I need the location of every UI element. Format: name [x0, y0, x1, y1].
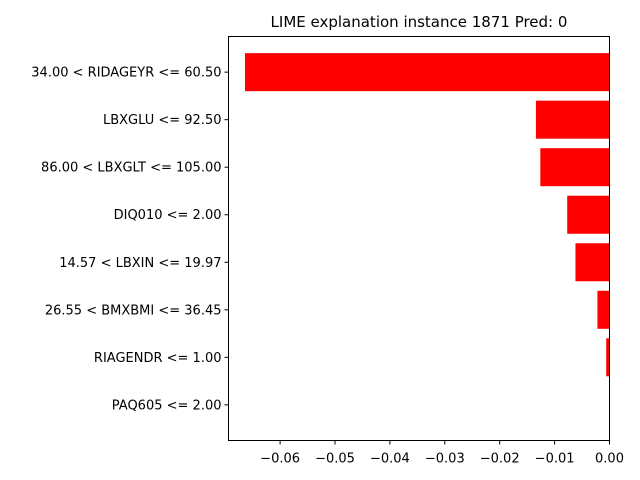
bars-group [244, 53, 610, 377]
bar-4 [567, 195, 610, 234]
x-axis-ticks: −0.06 −0.05 −0.04 −0.03 −0.02 −0.01 0.00 [260, 440, 624, 467]
bar-7 [606, 338, 610, 377]
y-axis-ticks: 34.00 < RIDAGEYR <= 60.50 LBXGLU <= 92.50… [31, 66, 229, 413]
axes-frame [228, 36, 610, 441]
x-tick-label: 0.00 [595, 452, 624, 467]
y-tick-label: 26.55 < BMXBMI <= 36.45 [45, 303, 222, 318]
y-tick-label: 86.00 < LBXGLT <= 105.00 [41, 161, 221, 176]
chart-title: LIME explanation instance 1871 Pred: 0 [271, 13, 568, 31]
bar-2 [535, 100, 610, 139]
x-tick-label: −0.01 [535, 452, 575, 467]
y-tick-label: DIQ010 <= 2.00 [114, 208, 222, 223]
x-tick-label: −0.02 [480, 452, 520, 467]
y-tick-label: PAQ605 <= 2.00 [112, 398, 222, 413]
bar-1 [244, 53, 610, 92]
x-tick-label: −0.03 [425, 452, 465, 467]
x-tick-label: −0.06 [260, 452, 300, 467]
y-tick-label: 14.57 < LBXIN <= 19.97 [59, 256, 221, 271]
y-tick-label: 34.00 < RIDAGEYR <= 60.50 [31, 66, 221, 81]
x-tick-label: −0.05 [315, 452, 355, 467]
y-tick-label: LBXGLU <= 92.50 [103, 113, 222, 128]
bar-5 [575, 243, 610, 282]
bar-6 [597, 290, 610, 329]
y-tick-label: RIAGENDR <= 1.00 [94, 351, 222, 366]
x-tick-label: −0.04 [370, 452, 410, 467]
bar-3 [540, 148, 610, 187]
